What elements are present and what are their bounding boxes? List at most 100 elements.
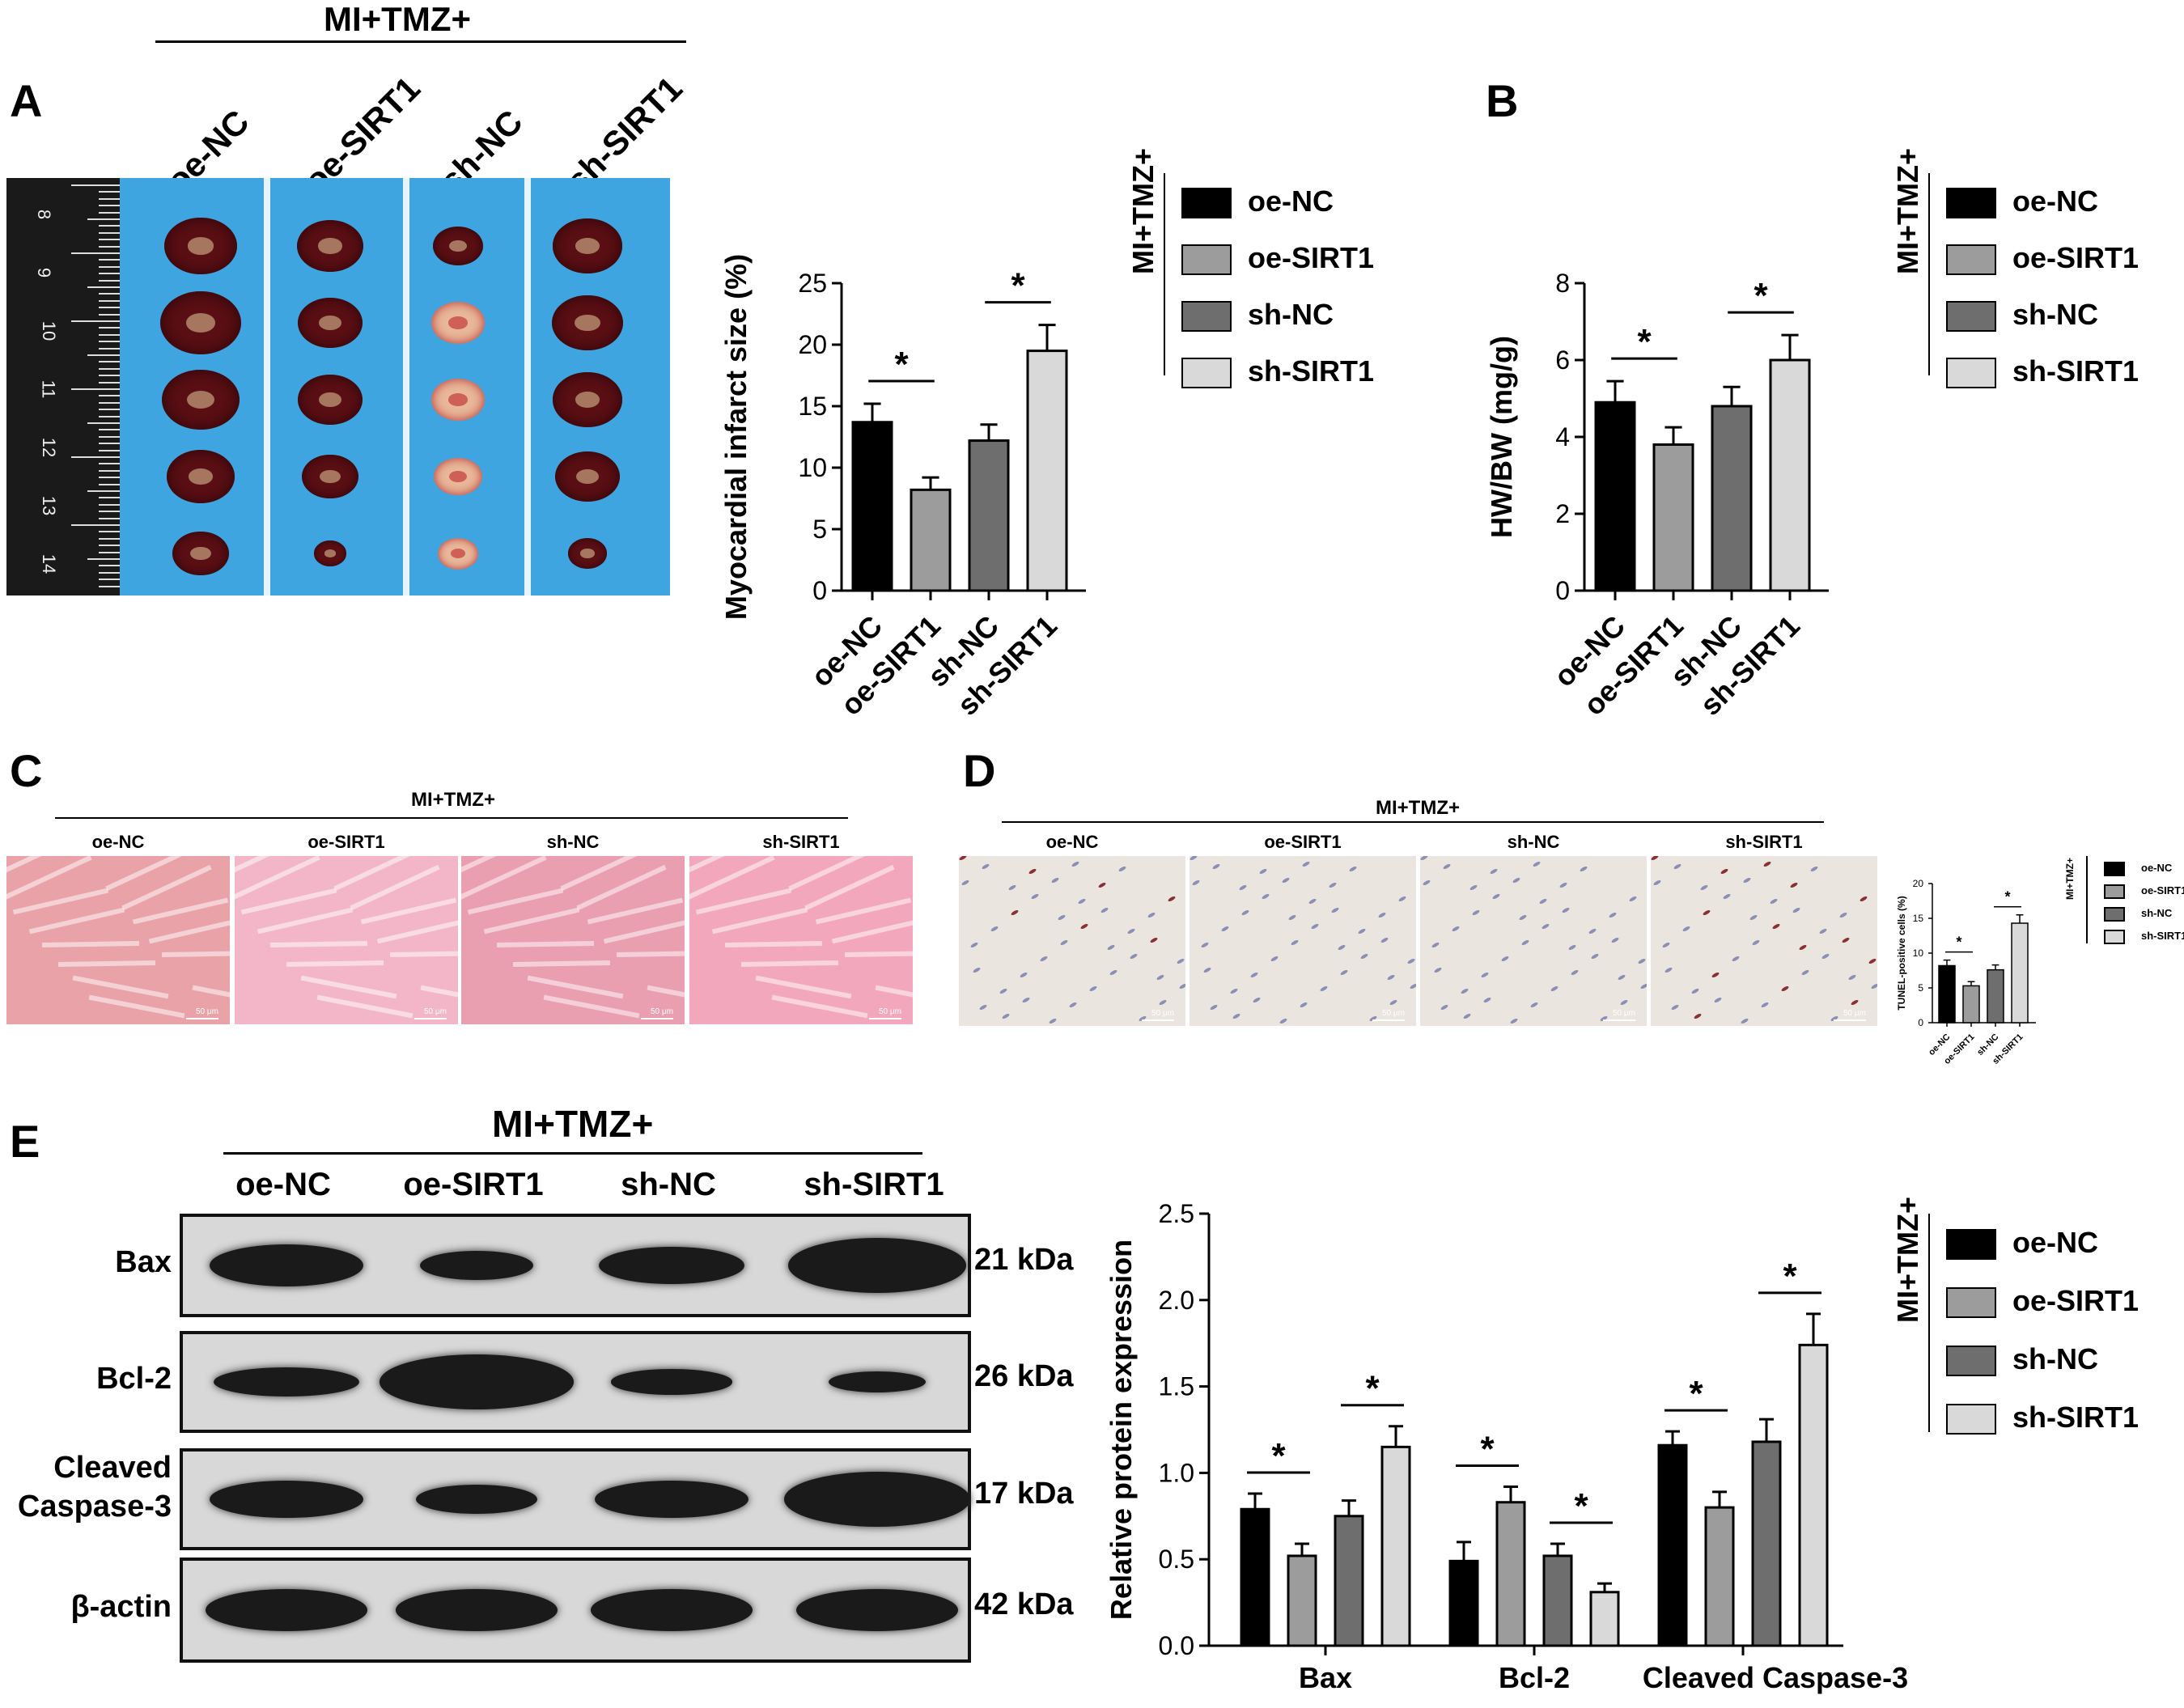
blot-band	[380, 1354, 574, 1409]
x-tick-label: Cleaved Caspase-3	[1643, 1661, 1908, 1694]
ruler-tick	[71, 320, 120, 322]
nucleus	[1220, 925, 1230, 933]
nucleus	[1088, 985, 1098, 993]
significance-star: *	[1480, 1429, 1495, 1469]
scale-bar	[1372, 1019, 1405, 1021]
legend-label-sh-NC: sh-NC	[2012, 298, 2098, 332]
nucleus	[1661, 941, 1671, 949]
bar-Bcl-2-sh-NC	[1542, 1554, 1573, 1647]
ruler-tick	[99, 477, 120, 479]
nucleus	[1751, 939, 1761, 947]
nucleus	[1800, 968, 1810, 977]
blot-row-0	[180, 1214, 971, 1317]
legend-swatch-sh-SIRT1	[2104, 930, 2125, 944]
nucleus	[1512, 876, 1521, 884]
tunel-label-sh-SIRT1: sh-SIRT1	[1725, 832, 1803, 852]
slice-center	[575, 314, 600, 332]
nucleus	[1167, 895, 1177, 903]
ruler-tick	[87, 218, 120, 220]
nucleus	[1850, 998, 1860, 1007]
nucleus	[1433, 966, 1443, 974]
nucleus	[1328, 881, 1338, 889]
tissue-fiber	[875, 985, 913, 1009]
legend-swatch-oe-NC	[1946, 187, 1996, 219]
bar-sh-NC	[1987, 968, 2004, 1024]
slice-center	[575, 391, 600, 409]
nucleus	[1567, 943, 1577, 951]
ruler-tick	[99, 279, 120, 282]
y-tick-label: 2	[1555, 499, 1570, 528]
nucleus	[1731, 955, 1741, 963]
tissue-fiber	[740, 960, 839, 968]
nucleus	[1359, 952, 1369, 960]
legend-label-oe-NC: oe-NC	[2012, 184, 2098, 218]
tissue-fiber	[603, 917, 685, 944]
ruler-tick	[99, 347, 120, 350]
panel-letter-a: A	[10, 75, 43, 126]
blot-band	[210, 1244, 363, 1286]
ruler-tick	[99, 327, 120, 329]
tissue-fiber	[240, 888, 337, 915]
slice-center	[186, 313, 215, 333]
legend-label-oe-NC: oe-NC	[2141, 861, 2173, 874]
bar-sh-SIRT1	[1026, 350, 1068, 592]
ruler-tick	[99, 231, 120, 234]
nucleus	[1561, 906, 1571, 914]
he-image-oe-NC: 50 μm	[6, 856, 230, 1024]
nucleus	[1471, 909, 1481, 917]
legend-swatch-sh-NC	[1946, 1345, 1996, 1377]
blot-band	[591, 1589, 753, 1631]
scale-bar-label: 50 μm	[424, 1007, 447, 1016]
blot-row-3	[180, 1558, 971, 1663]
nucleus	[999, 987, 1008, 995]
ruler-tick	[99, 443, 120, 445]
nucleus	[1079, 922, 1089, 930]
nucleus	[1440, 1003, 1449, 1011]
tissue-fiber	[72, 975, 169, 999]
nucleus	[1001, 1012, 1011, 1020]
nucleus	[1821, 952, 1830, 960]
nucleus	[1409, 982, 1416, 990]
scale-bar	[414, 1018, 447, 1019]
nucleus	[1818, 927, 1828, 935]
chart-e-protein-expression: 0.0 0.5 1.0 1.5 2.0 2.5 Relative protein expre…	[1109, 1199, 1908, 1694]
blot-kda-3: 42 kDa	[974, 1587, 1074, 1621]
slice-center	[320, 469, 341, 484]
nucleus	[1617, 973, 1626, 981]
legend-title: MI+TMZ+	[1126, 147, 1160, 274]
nucleus	[1229, 987, 1239, 995]
heart-slices-photo: 8 9 10 11 12 13 14	[6, 178, 670, 595]
panel-e-group-label: MI+TMZ+	[492, 1103, 654, 1145]
slice-center	[448, 316, 468, 329]
bar-Cleaved Caspase-3-oe-NC	[1657, 1443, 1688, 1647]
tissue-fiber	[496, 940, 595, 948]
legend-swatch-oe-NC	[2104, 862, 2125, 876]
y-tick-label: 0	[1918, 1017, 1923, 1028]
bar-Bcl-2-oe-NC	[1448, 1559, 1479, 1647]
nucleus	[1742, 876, 1752, 884]
legend-label-oe-NC: oe-NC	[1248, 184, 1334, 218]
ruler-tick	[87, 558, 120, 560]
nucleus	[1420, 856, 1429, 862]
significance-star: *	[1365, 1369, 1380, 1409]
tissue-fiber	[286, 960, 384, 968]
y-tick-label: 25	[798, 269, 827, 298]
slice-center	[448, 393, 468, 406]
legend-swatch-sh-NC	[1946, 300, 1996, 333]
ruler-number: 14	[39, 553, 60, 574]
nucleus	[1406, 957, 1416, 965]
legend-swatch-oe-SIRT1	[1181, 244, 1232, 276]
tissue-fiber	[815, 897, 912, 925]
ruler-tick	[99, 307, 120, 309]
x-tick-label: Bax	[1299, 1661, 1352, 1694]
y-tick-label: 1.0	[1159, 1458, 1194, 1487]
bar-oe-SIRT1	[910, 488, 952, 592]
bar-sh-SIRT1	[1769, 358, 1811, 592]
y-axis-label: HW/BW (mg/g)	[1485, 336, 1518, 538]
nucleus	[1149, 936, 1159, 944]
blot-band	[214, 1367, 359, 1397]
nucleus	[1541, 922, 1550, 930]
ruler-tick	[99, 225, 120, 227]
y-axis-label: Relative protein expression	[1109, 1240, 1138, 1620]
